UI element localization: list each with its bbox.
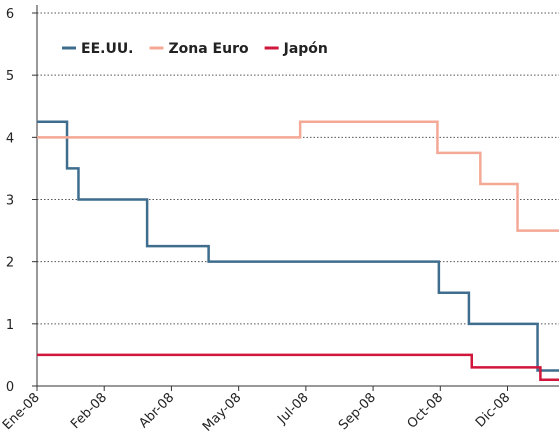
y-tick-label: 2 [6, 256, 14, 271]
legend-label: EE.UU. [81, 41, 134, 57]
x-tick-label: Dic-08 [473, 390, 513, 430]
y-tick-label: 1 [6, 318, 14, 333]
series-line [37, 353, 559, 382]
x-tick-label: Oct-08 [405, 390, 447, 432]
x-tick-label: Abr-08 [136, 390, 177, 431]
y-tick-label: 6 [6, 7, 14, 22]
y-tick-label: 4 [6, 131, 14, 146]
legend-label: Japón [283, 41, 328, 57]
y-tick-label: 5 [6, 69, 14, 84]
series-line [37, 120, 559, 232]
x-tick-label: Feb-08 [68, 390, 110, 432]
x-tick-label: Sep-08 [336, 390, 379, 433]
x-tick-label: Jul-08 [274, 390, 311, 427]
legend-label: Zona Euro [169, 41, 249, 57]
y-tick-label: 3 [6, 194, 14, 209]
y-tick-label: 0 [6, 380, 14, 395]
series-line [37, 120, 559, 372]
x-tick-label: May-08 [200, 390, 244, 434]
x-tick-label: Ene-08 [0, 390, 43, 433]
